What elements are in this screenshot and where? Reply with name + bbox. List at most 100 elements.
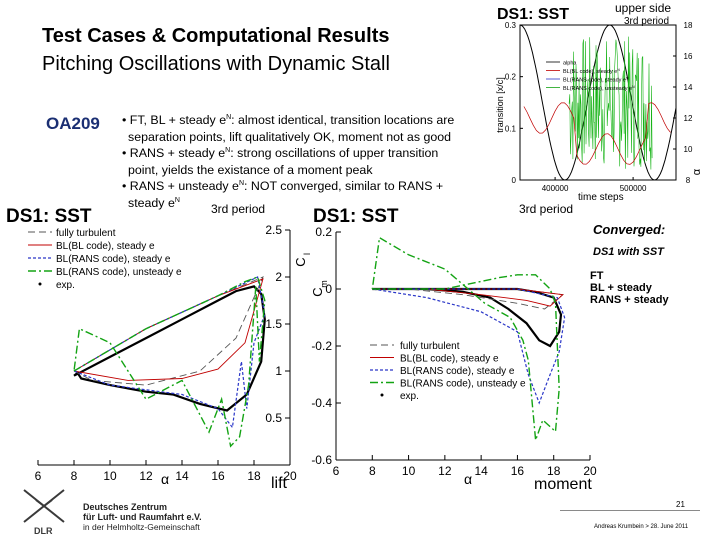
bullet-line: • FT, BL + steady eN: almost identical, …	[122, 113, 455, 127]
chart-period: 3rd period	[211, 202, 265, 216]
legend-marker	[380, 393, 384, 397]
y-tick-label: -0.6	[311, 453, 332, 467]
y-tick-label: 0.1	[505, 124, 517, 133]
series-line	[372, 287, 563, 348]
converged-item: FT	[590, 270, 604, 282]
y-axis-label: C	[293, 257, 308, 266]
institution-name: Deutsches Zentrum für Luft- und Raumfahr…	[83, 502, 202, 532]
case-label: OA209	[46, 114, 100, 133]
x-tick-label: 10	[402, 464, 416, 478]
x-tick-label: 12	[139, 469, 153, 483]
chart-annotation: 3rd period	[624, 16, 669, 27]
x-tick-label: 12	[438, 464, 452, 478]
y-tick-label: 2	[275, 270, 282, 284]
y2-tick-label: 12	[684, 114, 693, 123]
y-tick-label: 0.3	[505, 21, 517, 30]
y-tick-label: 0	[325, 282, 332, 296]
x-tick-label: 8	[71, 469, 78, 483]
legend-entry: BL(RANS code), steady e	[56, 254, 171, 265]
chart-title: DS1: SST	[313, 206, 399, 227]
series-line	[372, 288, 564, 310]
x-axis-label: time steps	[578, 192, 624, 203]
series-line	[73, 276, 264, 386]
x-tick-label: 400000	[542, 184, 569, 193]
y-axis-label-sub: m	[319, 280, 329, 288]
y-tick-label: 0.2	[505, 73, 517, 82]
x-tick-label: 6	[35, 469, 42, 483]
y-axis-label-sub: l	[302, 253, 312, 255]
legend-entry: BL(RANS code), unsteady eN	[563, 85, 635, 92]
institution-line: Deutsches Zentrum	[83, 502, 168, 512]
y-tick-label: 1	[275, 364, 282, 378]
chart-title: DS1: SST	[497, 6, 569, 23]
legend-entry: BL(RANS code), steady e	[400, 366, 515, 377]
y2-axis-label: α	[691, 168, 703, 175]
dlr-logo-icon: DLR	[23, 489, 65, 536]
chart-title: DS1: SST	[6, 206, 92, 227]
y-tick-label: 1.5	[265, 317, 282, 331]
x-tick-label: 500000	[620, 184, 647, 193]
series-line	[73, 276, 266, 429]
alpha-curve	[519, 24, 677, 181]
x-axis-label: α	[161, 471, 169, 487]
x-tick-label: 14	[175, 469, 189, 483]
bullet-line: separation points, lift qualitatively OK…	[128, 129, 452, 144]
slide-subtitle: Pitching Oscillations with Dynamic Stall	[42, 53, 390, 75]
series-line	[73, 276, 266, 448]
y-axis-label: transition [x/c]	[495, 77, 505, 133]
y-tick-label: 2.5	[265, 223, 282, 237]
legend-entry: BL(RANS code), unsteady e	[400, 379, 526, 390]
converged-list: FT BL + steady RANS + steady	[590, 270, 669, 306]
author-line: Andreas Krumbein > 28. June 2011	[594, 524, 689, 530]
institution-line: in der Helmholtz-Gemeinschaft	[83, 522, 200, 532]
legend-marker	[38, 282, 42, 286]
slide-title: Test Cases & Computational Results	[42, 25, 390, 47]
legend-entry: fully turbulent	[56, 228, 116, 239]
x-tick-label: 20	[583, 464, 597, 478]
x-tick-label: 6	[333, 464, 340, 478]
legend-entry: BL(BL code), steady eN	[563, 68, 620, 75]
y2-tick-label: 16	[684, 52, 693, 61]
y2-tick-label: 14	[684, 83, 693, 92]
transition-curve	[568, 36, 653, 170]
footer-divider	[560, 510, 700, 511]
x-tick-label: 20	[283, 469, 297, 483]
y2-tick-label: 18	[684, 21, 693, 30]
plot-frame	[519, 24, 677, 181]
legend-entry: BL(RANS code), unsteady e	[56, 267, 182, 278]
moment-caption: moment	[534, 476, 592, 493]
y-axis-label: C	[310, 287, 325, 296]
converged-case: DS1 with SST	[593, 246, 664, 258]
legend-entry: BL(BL code), steady e	[56, 241, 155, 252]
transition-curve	[523, 102, 671, 165]
y-tick-label: -0.4	[311, 396, 332, 410]
y-tick-label: 0	[512, 176, 517, 185]
x-tick-label: 10	[103, 469, 117, 483]
y-tick-label: 0.5	[265, 411, 282, 425]
y2-tick-label: 10	[684, 145, 693, 154]
logo-text: DLR	[34, 526, 53, 536]
series-line	[73, 285, 266, 412]
x-tick-label: 18	[247, 469, 261, 483]
bullet-line: point, yields the existance of a moment …	[128, 162, 373, 177]
series-line	[371, 236, 560, 441]
bullet-line: • RANS + unsteady eN: NOT converged, sim…	[122, 179, 444, 194]
lift-caption: lift	[271, 475, 287, 492]
chart-period: 3rd period	[519, 202, 573, 216]
x-tick-label: 18	[547, 464, 561, 478]
x-axis-label: α	[464, 471, 472, 487]
legend-entry: alpha	[563, 61, 577, 67]
legend-entry: BL(RANS code), steady eN	[563, 77, 629, 84]
legend-entry: exp.	[56, 280, 75, 291]
y2-tick-label: 8	[686, 176, 691, 185]
series-line	[372, 288, 566, 405]
x-tick-label: 16	[511, 464, 525, 478]
institution-line: für Luft- und Raumfahrt e.V.	[83, 512, 202, 522]
bullet-list: • FT, BL + steady eN: almost identical, …	[116, 112, 488, 212]
converged-item: RANS + steady	[590, 294, 669, 306]
x-tick-label: 8	[369, 464, 376, 478]
y-tick-label: -0.2	[311, 339, 332, 353]
bullet-line: • RANS + steady eN: strong oscillations …	[122, 146, 439, 161]
bullet-line: steady eN	[128, 195, 180, 210]
